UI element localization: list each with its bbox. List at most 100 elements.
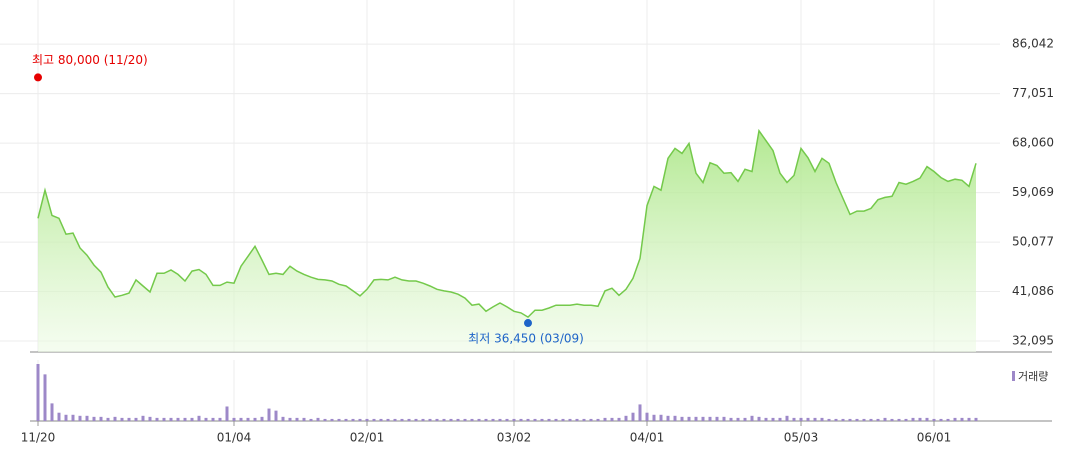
volume-bar — [330, 418, 334, 421]
volume-bar — [155, 417, 159, 421]
volume-bar — [603, 417, 607, 421]
annotation-dot — [34, 73, 42, 82]
volume-bar — [99, 416, 103, 421]
volume-bar — [701, 416, 705, 421]
volume-bar — [323, 418, 327, 421]
volume-bar — [337, 418, 341, 421]
volume-bar — [960, 417, 964, 421]
volume-bar — [624, 415, 628, 421]
volume-bar — [540, 418, 544, 421]
volume-bar — [596, 418, 600, 421]
volume-bar — [827, 418, 831, 421]
x-tick-label: 01/04 — [217, 431, 252, 445]
x-tick-label: 06/01 — [917, 431, 952, 445]
volume-bar — [519, 418, 523, 421]
volume-bar — [407, 418, 411, 421]
x-tick-label: 02/01 — [350, 431, 385, 445]
volume-bar — [491, 418, 495, 421]
volume-bar — [372, 418, 376, 421]
volume-bar — [463, 418, 467, 421]
volume-bar — [162, 417, 166, 421]
volume-bar — [309, 418, 313, 421]
volume-bar — [967, 417, 971, 421]
volume-bar — [533, 418, 537, 421]
volume-bar — [876, 418, 880, 421]
volume-bar — [477, 418, 481, 421]
volume-bar — [526, 418, 530, 421]
volume-bar — [883, 417, 887, 421]
volume-bar — [554, 418, 558, 421]
volume-bar — [974, 417, 978, 421]
volume-bar — [393, 418, 397, 421]
annotation-label: 최저 36,450 (03/09) — [468, 332, 584, 346]
volume-bar — [190, 417, 194, 421]
x-tick-label: 05/03 — [784, 431, 819, 445]
volume-bar — [148, 416, 152, 421]
y-tick-label: 50,077 — [1012, 235, 1054, 249]
volume-bar — [505, 418, 509, 421]
x-tick-label: 11/20 — [21, 431, 56, 445]
volume-bar — [442, 418, 446, 421]
volume-bar — [939, 418, 943, 421]
volume-bar — [211, 417, 215, 421]
volume-bar — [743, 417, 747, 421]
volume-bar — [897, 418, 901, 421]
volume-bar — [785, 415, 789, 421]
volume-bar — [225, 406, 229, 421]
volume-bar — [232, 417, 236, 421]
volume-bar — [512, 418, 516, 421]
volume-bar — [610, 417, 614, 421]
volume-bar — [435, 418, 439, 421]
volume-bar — [43, 374, 47, 421]
volume-bar — [134, 417, 138, 421]
volume-bar — [764, 417, 768, 421]
y-tick-label: 68,060 — [1012, 136, 1054, 150]
volume-bar — [645, 412, 649, 421]
volume-bar — [246, 417, 250, 421]
volume-bar — [386, 418, 390, 421]
volume-bar — [204, 417, 208, 421]
y-tick-label: 86,042 — [1012, 37, 1054, 51]
volume-bar — [57, 412, 61, 421]
volume-bar — [890, 418, 894, 421]
volume-bar — [834, 418, 838, 421]
volume-bar — [750, 415, 754, 421]
y-tick-label: 41,086 — [1012, 284, 1054, 298]
volume-bar — [806, 417, 810, 421]
volume-bar — [64, 414, 68, 421]
volume-bar — [274, 410, 278, 421]
volume-bar — [288, 417, 292, 421]
volume-bar — [687, 416, 691, 421]
volume-bar — [904, 418, 908, 421]
volume-bar — [708, 416, 712, 421]
volume-bar — [638, 404, 642, 421]
volume-bar — [127, 417, 131, 421]
volume-bar — [281, 416, 285, 421]
volume-bar — [582, 418, 586, 421]
price-line — [37, 128, 977, 319]
x-tick-label: 04/01 — [630, 431, 665, 445]
price-area — [38, 130, 976, 352]
volume-bar — [652, 414, 656, 421]
volume-bar — [631, 412, 635, 421]
volume-bar — [484, 418, 488, 421]
annotation-dot — [524, 319, 532, 328]
volume-bar — [855, 418, 859, 421]
volume-bar — [946, 418, 950, 421]
volume-bar — [932, 418, 936, 421]
volume-bar — [680, 416, 684, 421]
volume-bar — [715, 416, 719, 421]
volume-bar — [911, 417, 915, 421]
volume-bar — [414, 418, 418, 421]
volume-bar — [428, 418, 432, 421]
volume-bar — [120, 417, 124, 421]
volume-bar — [92, 416, 96, 421]
volume-bar — [848, 418, 852, 421]
y-tick-label: 32,095 — [1012, 334, 1054, 348]
volume-bar — [659, 414, 663, 421]
volume-bar — [470, 418, 474, 421]
volume-bar — [666, 415, 670, 421]
volume-bar — [295, 417, 299, 421]
volume-bar — [771, 417, 775, 421]
